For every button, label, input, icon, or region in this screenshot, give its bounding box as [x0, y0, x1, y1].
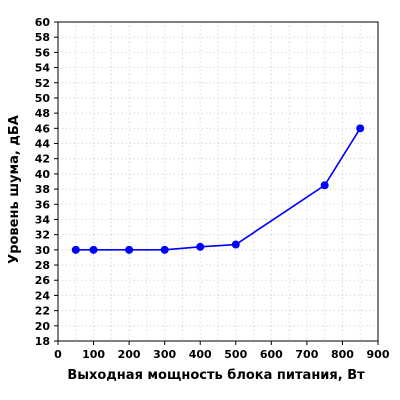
y-tick-label: 24	[35, 289, 51, 302]
y-tick-label: 52	[35, 77, 50, 90]
y-tick-label: 22	[35, 305, 50, 318]
y-tick-label: 50	[35, 92, 51, 105]
x-axis-ticks: 0 100 200 300 400 500 600 700 800 900	[54, 341, 390, 361]
y-tick-label: 30	[35, 244, 51, 257]
x-tick-label: 0	[54, 348, 62, 361]
y-tick-label: 42	[35, 153, 50, 166]
y-tick-label: 60	[35, 16, 51, 29]
y-tick-label: 56	[35, 46, 51, 59]
y-tick-label: 58	[35, 31, 50, 44]
x-tick-label: 100	[82, 348, 105, 361]
x-tick-label: 500	[224, 348, 247, 361]
data-point	[320, 181, 329, 190]
y-tick-label: 44	[35, 138, 51, 151]
data-point	[71, 245, 80, 254]
y-axis-ticks: 18 20 22 24 26 28 30 32 34 36 38 40 42 44 46 48 50 52 54 56…	[35, 16, 58, 348]
data-point	[160, 245, 169, 254]
y-axis-title: Уровень шума, дБА	[7, 115, 22, 264]
data-point	[125, 245, 134, 254]
axes	[57, 21, 379, 342]
data-point	[356, 124, 365, 133]
x-tick-label: 300	[153, 348, 176, 361]
y-tick-label: 20	[35, 320, 51, 333]
x-tick-label: 700	[295, 348, 318, 361]
grid	[58, 22, 378, 341]
y-tick-label: 26	[35, 274, 51, 287]
data-point	[196, 242, 205, 251]
y-tick-label: 54	[35, 62, 51, 75]
x-tick-label: 400	[189, 348, 212, 361]
x-axis-title: Выходная мощность блока питания, Вт	[67, 368, 365, 383]
plot-frame	[57, 21, 379, 342]
y-tick-label: 48	[35, 107, 50, 120]
x-tick-label: 600	[260, 348, 283, 361]
y-tick-label: 28	[35, 259, 50, 272]
x-tick-label: 900	[367, 348, 390, 361]
y-tick-label: 46	[35, 122, 51, 135]
data-point	[231, 240, 240, 249]
y-tick-label: 36	[35, 198, 51, 211]
y-tick-label: 38	[35, 183, 50, 196]
series-line	[75, 127, 361, 251]
series-group	[71, 124, 365, 254]
y-tick-label: 32	[35, 229, 50, 242]
y-tick-label: 40	[35, 168, 51, 181]
data-point	[89, 245, 98, 254]
x-tick-label: 800	[331, 348, 354, 361]
x-tick-label: 200	[118, 348, 141, 361]
y-tick-label: 34	[35, 213, 51, 226]
y-tick-label: 18	[35, 335, 50, 348]
